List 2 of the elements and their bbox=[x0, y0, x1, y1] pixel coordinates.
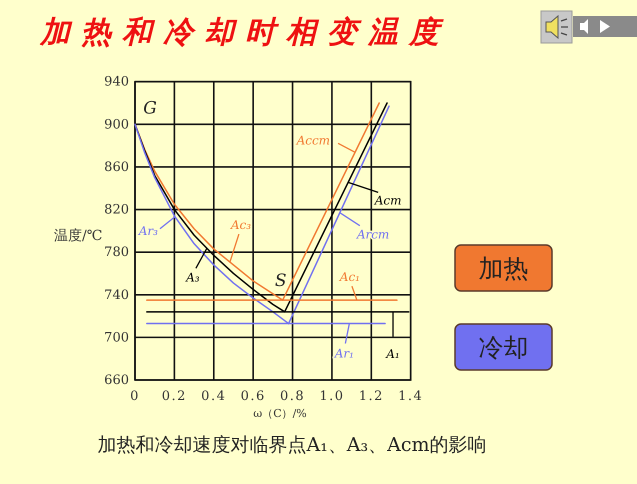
title: 加热和冷却时相变温度 bbox=[40, 14, 450, 50]
caption: 加热和冷却速度对临界点A₁、A₃、Acm的影响 bbox=[97, 434, 487, 456]
